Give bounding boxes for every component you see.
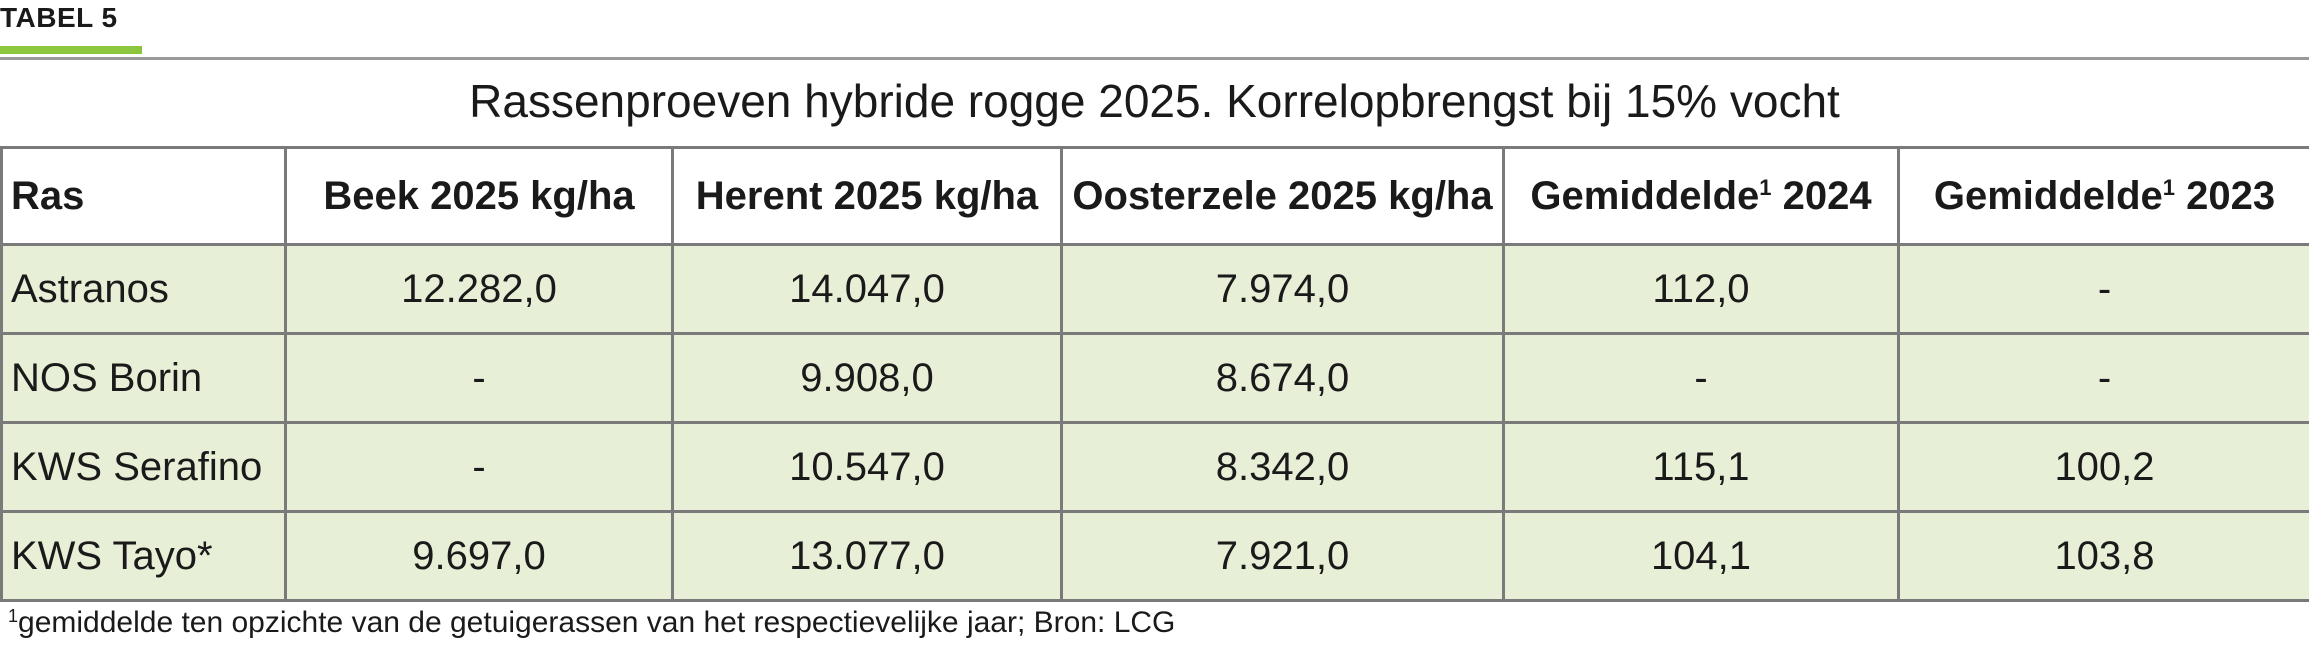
header-year: 2024 [1782, 173, 1872, 218]
cell-ras: KWS Tayo* [0, 510, 287, 602]
cell-beek: 9.697,0 [284, 510, 674, 602]
header-gem-label: Gemiddelde [1530, 173, 1760, 218]
label-accent-bar [0, 46, 142, 54]
cell-oosterzele: 7.974,0 [1060, 243, 1505, 335]
cell-gem-2023: 103,8 [1897, 510, 2309, 602]
table-label: TABEL 5 [0, 2, 118, 33]
cell-gem-2023: - [1897, 243, 2309, 335]
footnote-marker: 1 [8, 606, 19, 626]
cell-gem-2024: 112,0 [1502, 243, 1900, 335]
footnote-marker: 1 [2162, 174, 2176, 200]
cell-beek: 12.282,0 [284, 243, 674, 335]
cell-beek: - [284, 332, 674, 424]
table-row: NOS Borin - 9.908,0 8.674,0 - - [0, 332, 2309, 424]
cell-gem-2024: - [1502, 332, 1900, 424]
table-row: KWS Tayo* 9.697,0 13.077,0 7.921,0 104,1… [0, 510, 2309, 602]
table-title: Rassenproeven hybride rogge 2025. Korrel… [469, 75, 1840, 127]
cell-herent: 14.047,0 [671, 243, 1063, 335]
table-row: Astranos 12.282,0 14.047,0 7.974,0 112,0… [0, 243, 2309, 335]
cell-herent: 10.547,0 [671, 421, 1063, 513]
cell-gem-2023: 100,2 [1897, 421, 2309, 513]
table-row: KWS Serafino - 10.547,0 8.342,0 115,1 10… [0, 421, 2309, 513]
cell-herent: 13.077,0 [671, 510, 1063, 602]
cell-gem-2024: 115,1 [1502, 421, 1900, 513]
header-ras: Ras [0, 146, 287, 246]
cell-ras: NOS Borin [0, 332, 287, 424]
cell-ras: Astranos [0, 243, 287, 335]
footnote: 1gemiddelde ten opzichte van de getuiger… [8, 606, 1175, 640]
cell-oosterzele: 8.342,0 [1060, 421, 1505, 513]
cell-herent: 9.908,0 [671, 332, 1063, 424]
top-rule [0, 57, 2309, 60]
cell-ras: KWS Serafino [0, 421, 287, 513]
cell-oosterzele: 8.674,0 [1060, 332, 1505, 424]
results-table: Ras Beek 2025 kg/ha Herent 2025 kg/ha Oo… [0, 146, 2309, 602]
cell-oosterzele: 7.921,0 [1060, 510, 1505, 602]
cell-gem-2023: - [1897, 332, 2309, 424]
footnote-marker: 1 [1759, 174, 1772, 200]
header-beek: Beek 2025 kg/ha [284, 146, 674, 246]
header-herent: Herent 2025 kg/ha [671, 146, 1063, 246]
header-gemiddelde-2023: Gemiddelde1 2023 [1897, 146, 2309, 246]
header-gem-label: Gemiddelde [1933, 173, 2163, 218]
cell-beek: - [284, 421, 674, 513]
footnote-text: gemiddelde ten opzichte van de getuigera… [18, 606, 1176, 639]
header-row: Ras Beek 2025 kg/ha Herent 2025 kg/ha Oo… [0, 146, 2309, 246]
header-year: 2023 [2186, 173, 2276, 218]
header-gemiddelde-2024: Gemiddelde1 2024 [1502, 146, 1900, 246]
cell-gem-2024: 104,1 [1502, 510, 1900, 602]
header-oosterzele: Oosterzele 2025 kg/ha [1060, 146, 1505, 246]
